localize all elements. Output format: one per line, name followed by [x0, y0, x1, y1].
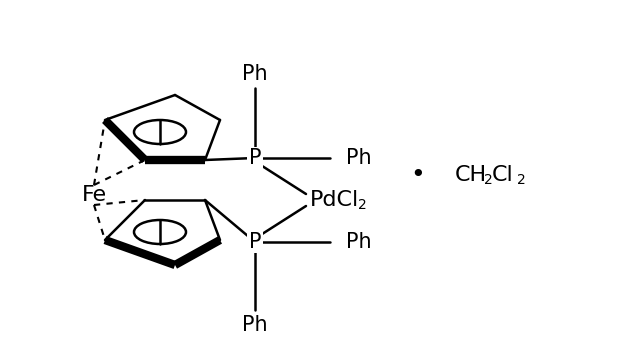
Text: Ph: Ph: [242, 315, 268, 335]
Text: •: •: [411, 163, 426, 187]
Text: Fe: Fe: [82, 185, 107, 205]
Text: CH: CH: [455, 165, 487, 185]
Text: Ph: Ph: [242, 64, 268, 84]
Text: P: P: [249, 148, 261, 168]
Text: Ph: Ph: [346, 148, 372, 168]
Text: 2: 2: [517, 173, 525, 187]
Text: 2: 2: [484, 173, 493, 187]
Text: P: P: [249, 232, 261, 252]
Text: Cl: Cl: [492, 165, 514, 185]
Text: PdCl: PdCl: [310, 190, 359, 210]
Text: 2: 2: [358, 198, 367, 212]
Text: Ph: Ph: [346, 232, 372, 252]
